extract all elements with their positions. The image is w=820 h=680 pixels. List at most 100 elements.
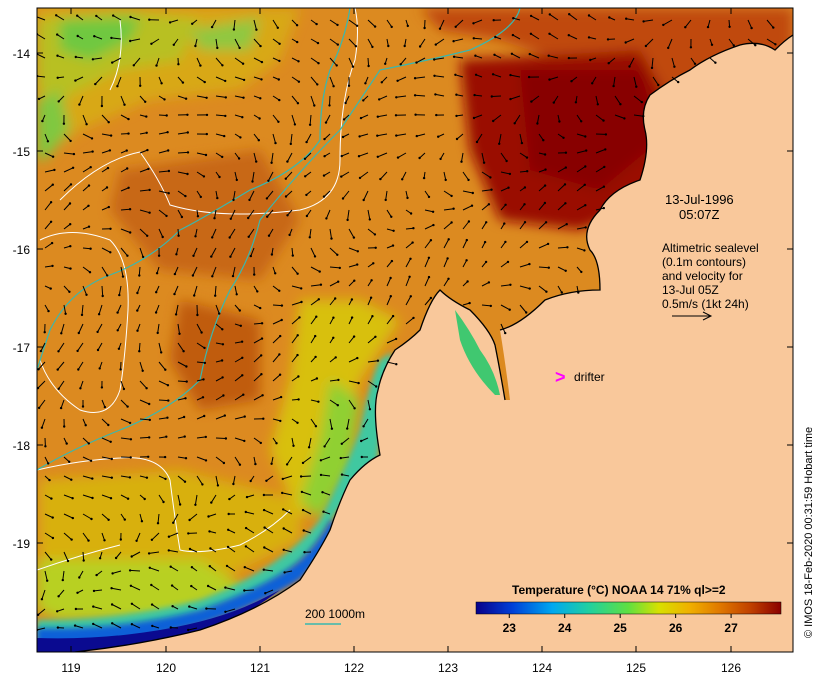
velocity-arrow bbox=[93, 589, 103, 592]
velocity-arrow-head bbox=[126, 497, 130, 500]
velocity-arrow bbox=[62, 570, 65, 581]
velocity-arrow bbox=[329, 281, 339, 287]
velocity-arrow-head bbox=[109, 227, 112, 230]
velocity-arrow bbox=[285, 190, 293, 197]
velocity-arrow bbox=[227, 546, 236, 553]
velocity-arrow bbox=[211, 266, 217, 277]
velocity-arrow-head bbox=[109, 440, 112, 443]
velocity-arrow-head bbox=[454, 25, 457, 28]
velocity-arrow bbox=[514, 114, 521, 124]
velocity-arrow-head bbox=[319, 283, 323, 286]
velocity-arrow-head bbox=[204, 459, 208, 462]
velocity-arrow bbox=[158, 436, 167, 439]
velocity-arrow bbox=[120, 187, 129, 192]
velocity-arrow bbox=[139, 436, 150, 439]
velocity-arrow bbox=[136, 532, 141, 541]
velocity-arrow-head bbox=[69, 245, 72, 248]
velocity-arrow bbox=[549, 13, 559, 21]
velocity-arrow bbox=[549, 33, 559, 40]
velocity-arrow-head bbox=[262, 568, 265, 571]
velocity-arrow bbox=[310, 418, 317, 427]
velocity-arrow-head bbox=[136, 309, 139, 312]
velocity-arrow bbox=[177, 397, 186, 401]
velocity-arrow bbox=[116, 76, 122, 87]
velocity-arrow-head bbox=[395, 363, 398, 366]
velocity-arrow-head bbox=[564, 269, 567, 272]
velocity-arrow bbox=[63, 304, 67, 314]
velocity-arrow-head bbox=[146, 234, 149, 237]
velocity-arrow bbox=[82, 114, 88, 125]
velocity-arrow-head bbox=[313, 104, 316, 107]
velocity-arrow bbox=[229, 247, 236, 257]
velocity-arrow bbox=[101, 399, 106, 408]
velocity-arrow-head bbox=[111, 622, 114, 625]
velocity-arrow bbox=[253, 76, 262, 80]
velocity-arrow bbox=[158, 228, 164, 238]
velocity-arrow-head bbox=[245, 495, 249, 499]
velocity-arrow bbox=[462, 190, 473, 194]
date-label: 13-Jul-1996 bbox=[665, 192, 734, 207]
velocity-arrow-head bbox=[295, 24, 299, 27]
velocity-arrow-head bbox=[220, 359, 224, 362]
velocity-arrow-head bbox=[301, 508, 305, 512]
velocity-arrow bbox=[230, 209, 236, 220]
velocity-arrow bbox=[253, 394, 263, 401]
velocity-arrow bbox=[286, 152, 293, 162]
king-sound-water bbox=[455, 310, 500, 395]
velocity-arrow-head bbox=[196, 313, 199, 317]
velocity-arrow-head bbox=[37, 386, 40, 390]
velocity-arrow bbox=[329, 399, 339, 406]
velocity-arrow bbox=[158, 150, 169, 154]
velocity-arrow-head bbox=[43, 331, 46, 334]
velocity-arrow-head bbox=[580, 270, 583, 274]
velocity-arrow bbox=[591, 76, 597, 84]
velocity-arrow-head bbox=[249, 254, 252, 258]
velocity-arrow-head bbox=[41, 119, 44, 123]
velocity-arrow bbox=[234, 76, 245, 81]
velocity-arrow bbox=[82, 456, 92, 462]
velocity-arrow-head bbox=[264, 592, 267, 595]
velocity-arrow bbox=[462, 221, 470, 230]
credit-text: © IMOS 18-Feb-2020 00:31:59 Hobart time bbox=[803, 427, 815, 638]
velocity-arrow-head bbox=[154, 311, 158, 314]
velocity-arrow bbox=[359, 133, 369, 137]
velocity-arrow-head bbox=[148, 566, 151, 569]
velocity-arrow bbox=[158, 131, 168, 135]
velocity-arrow bbox=[301, 475, 312, 477]
velocity-arrow bbox=[348, 380, 359, 384]
velocity-arrow-head bbox=[409, 295, 412, 298]
velocity-arrow bbox=[530, 33, 540, 40]
velocity-arrow bbox=[155, 304, 160, 313]
velocity-arrow-head bbox=[210, 501, 213, 504]
velocity-arrow bbox=[234, 285, 238, 295]
velocity-arrow bbox=[282, 475, 293, 480]
velocity-arrow bbox=[98, 304, 103, 315]
velocity-arrow bbox=[44, 265, 53, 268]
velocity-arrow bbox=[386, 209, 392, 218]
velocity-arrow-head bbox=[316, 41, 320, 45]
velocity-arrow-head bbox=[460, 160, 463, 163]
velocity-arrow-head bbox=[242, 78, 246, 82]
velocity-arrow bbox=[381, 76, 388, 83]
velocity-arrow-head bbox=[472, 22, 475, 25]
velocity-arrow bbox=[667, 38, 673, 49]
velocity-arrow bbox=[530, 15, 540, 21]
velocity-arrow-head bbox=[64, 312, 67, 315]
velocity-arrow bbox=[82, 185, 90, 192]
velocity-arrow bbox=[151, 584, 160, 591]
velocity-arrow bbox=[253, 456, 256, 465]
velocity-arrow-head bbox=[231, 274, 235, 278]
velocity-arrow bbox=[44, 532, 54, 539]
velocity-arrow bbox=[367, 380, 377, 387]
velocity-arrow-head bbox=[56, 76, 59, 80]
velocity-arrow-head bbox=[298, 316, 301, 319]
velocity-arrow-head bbox=[415, 134, 418, 138]
velocity-arrow-head bbox=[468, 301, 471, 305]
velocity-arrow bbox=[455, 74, 464, 78]
velocity-arrow-head bbox=[567, 56, 571, 60]
velocity-arrow bbox=[310, 284, 321, 287]
velocity-arrow-head bbox=[81, 405, 85, 408]
velocity-arrow-head bbox=[128, 476, 132, 479]
velocity-arrow-head bbox=[323, 137, 326, 141]
velocity-arrow bbox=[576, 226, 586, 230]
